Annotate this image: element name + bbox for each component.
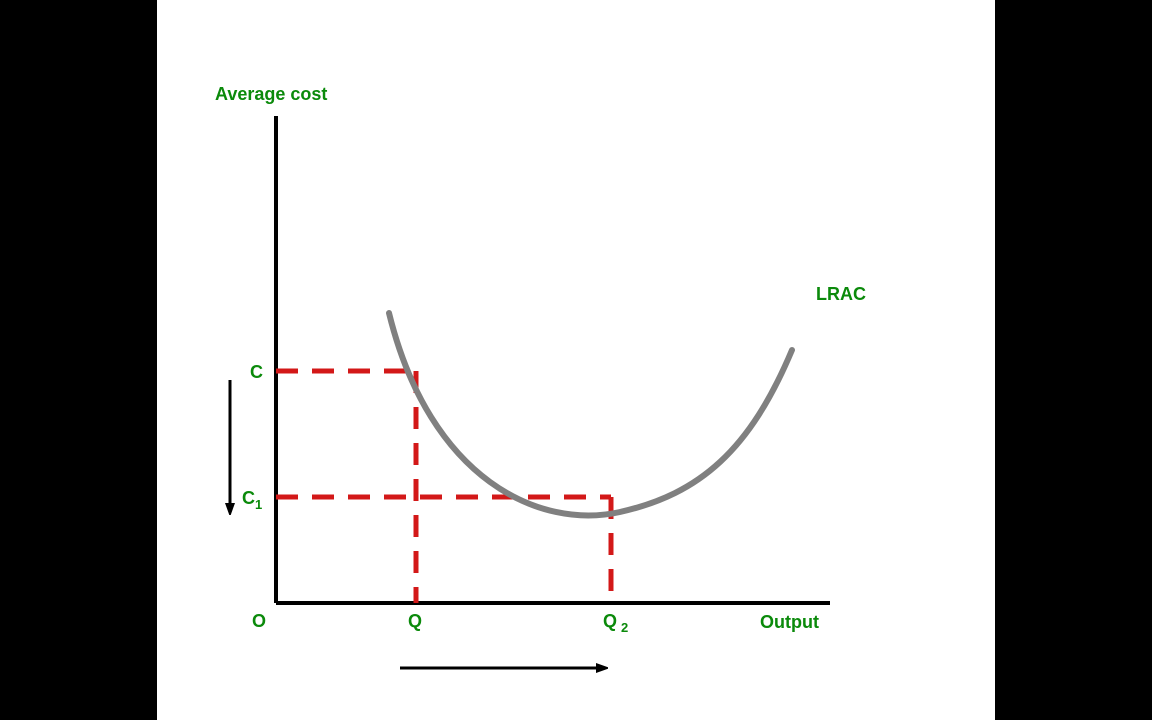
label-c1: C1 — [242, 488, 262, 512]
label-q: Q — [408, 611, 422, 631]
label-q2: Q2 — [603, 611, 628, 635]
lrac-curve — [389, 313, 792, 515]
x-axis-label: Output — [760, 612, 819, 632]
curve-label: LRAC — [816, 284, 866, 304]
lrac-chart: Average cost Output LRAC O C C1 Q Q2 — [0, 0, 1152, 720]
y-axis-label: Average cost — [215, 84, 327, 104]
origin-label: O — [252, 611, 266, 631]
label-c: C — [250, 362, 263, 382]
chart-canvas: Average cost Output LRAC O C C1 Q Q2 — [157, 0, 995, 720]
